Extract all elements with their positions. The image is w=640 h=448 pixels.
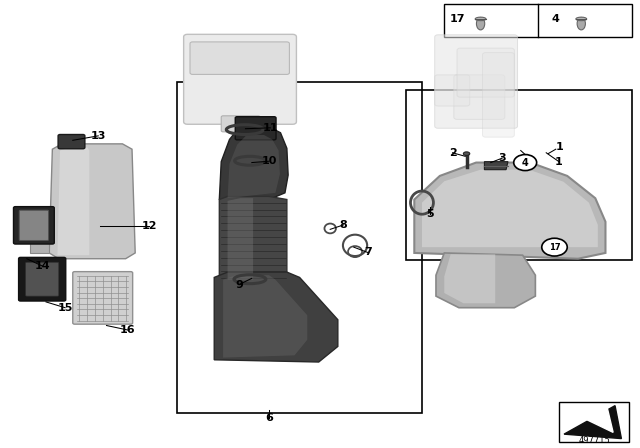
FancyBboxPatch shape — [236, 116, 276, 140]
Ellipse shape — [475, 17, 486, 21]
Text: 12: 12 — [141, 221, 157, 231]
Polygon shape — [228, 198, 253, 280]
Text: 14: 14 — [35, 261, 51, 271]
Text: 10: 10 — [261, 156, 276, 166]
Polygon shape — [564, 405, 621, 439]
FancyBboxPatch shape — [13, 207, 54, 244]
Text: 17: 17 — [548, 243, 560, 252]
Polygon shape — [58, 147, 90, 255]
Polygon shape — [223, 275, 307, 358]
FancyBboxPatch shape — [26, 262, 59, 296]
Polygon shape — [444, 254, 495, 303]
Polygon shape — [564, 405, 613, 432]
Polygon shape — [30, 211, 49, 253]
FancyBboxPatch shape — [483, 52, 515, 137]
FancyBboxPatch shape — [19, 210, 49, 241]
FancyBboxPatch shape — [435, 75, 470, 106]
Text: 4: 4 — [552, 14, 560, 24]
Polygon shape — [228, 135, 280, 198]
Ellipse shape — [476, 17, 484, 30]
Text: 1: 1 — [556, 142, 563, 152]
Text: 4: 4 — [522, 158, 529, 168]
FancyBboxPatch shape — [190, 42, 289, 74]
Text: 15: 15 — [58, 303, 73, 313]
Text: 497715: 497715 — [578, 436, 610, 445]
FancyBboxPatch shape — [457, 48, 515, 97]
Ellipse shape — [577, 17, 586, 30]
Polygon shape — [422, 170, 598, 247]
Ellipse shape — [576, 17, 587, 21]
Text: 6: 6 — [265, 413, 273, 422]
FancyBboxPatch shape — [19, 258, 66, 301]
Text: 2: 2 — [449, 148, 456, 158]
FancyBboxPatch shape — [58, 134, 85, 149]
Text: 17: 17 — [449, 14, 465, 24]
Text: 11: 11 — [262, 123, 278, 133]
FancyBboxPatch shape — [221, 116, 260, 132]
FancyBboxPatch shape — [73, 271, 132, 324]
Text: 3: 3 — [499, 153, 506, 163]
Text: 9: 9 — [235, 280, 243, 289]
Text: 16: 16 — [120, 325, 136, 335]
Text: 7: 7 — [364, 247, 372, 258]
Circle shape — [541, 238, 567, 256]
FancyBboxPatch shape — [435, 35, 518, 128]
FancyBboxPatch shape — [184, 34, 296, 124]
Text: 8: 8 — [340, 220, 348, 230]
FancyBboxPatch shape — [454, 75, 505, 119]
Polygon shape — [220, 196, 287, 283]
Circle shape — [514, 155, 537, 171]
Text: 13: 13 — [90, 131, 106, 141]
Polygon shape — [436, 253, 536, 308]
Text: 5: 5 — [426, 209, 433, 219]
Polygon shape — [214, 272, 338, 362]
Polygon shape — [49, 144, 135, 259]
Polygon shape — [414, 163, 605, 259]
Ellipse shape — [463, 152, 470, 155]
Polygon shape — [484, 162, 508, 170]
Polygon shape — [220, 125, 288, 199]
Text: 1: 1 — [555, 157, 563, 167]
